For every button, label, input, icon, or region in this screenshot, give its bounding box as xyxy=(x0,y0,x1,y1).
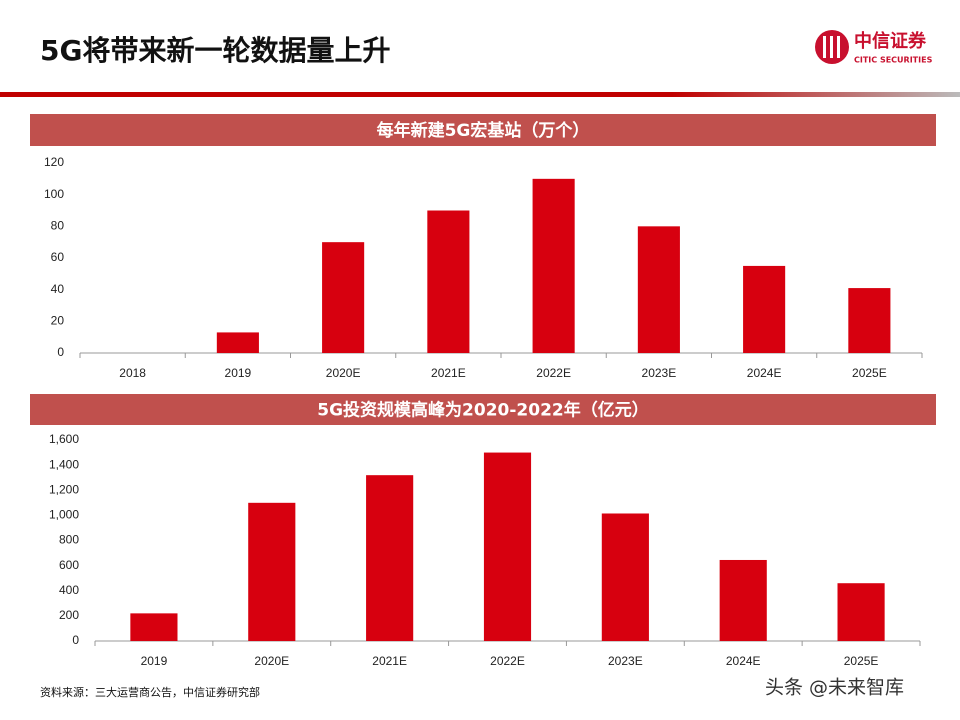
y-tick-label: 1,000 xyxy=(49,508,79,522)
bar xyxy=(130,613,178,641)
bar xyxy=(848,288,891,353)
y-tick-label: 1,200 xyxy=(49,482,79,496)
bar xyxy=(248,502,296,641)
y-tick-label: 40 xyxy=(51,282,65,296)
logo-icon-stripe xyxy=(830,36,833,58)
watermark: 头条 @未来智库 xyxy=(765,677,904,699)
bar xyxy=(601,513,649,641)
chart-banner xyxy=(30,114,936,146)
y-tick-label: 600 xyxy=(59,558,79,572)
y-tick-label: 1,600 xyxy=(49,432,79,446)
y-tick-label: 200 xyxy=(59,608,79,622)
x-tick-label: 2020E xyxy=(326,366,361,380)
bar xyxy=(719,559,767,641)
x-tick-label: 2024E xyxy=(726,654,761,668)
x-tick-label: 2022E xyxy=(490,654,525,668)
x-tick-label: 2021E xyxy=(372,654,407,668)
header-rule xyxy=(0,92,960,97)
y-tick-label: 120 xyxy=(44,155,64,169)
bar xyxy=(322,242,365,353)
y-tick-label: 80 xyxy=(51,219,65,233)
bar xyxy=(532,178,575,353)
y-tick-label: 1,400 xyxy=(49,457,79,471)
x-tick-label: 2023E xyxy=(608,654,643,668)
bar xyxy=(483,452,532,641)
x-tick-label: 2021E xyxy=(431,366,466,380)
x-tick-label: 2020E xyxy=(254,654,289,668)
x-tick-label: 2022E xyxy=(536,366,571,380)
logo-icon-stripe xyxy=(823,36,826,58)
y-tick-label: 60 xyxy=(51,250,65,264)
bar xyxy=(637,226,680,353)
logo: 中信证券 CITIC SECURITIES xyxy=(815,30,933,65)
x-tick-label: 2019 xyxy=(225,366,252,380)
logo-english: CITIC SECURITIES xyxy=(854,56,933,65)
x-tick-label: 2025E xyxy=(844,654,879,668)
x-tick-label: 2018 xyxy=(119,366,146,380)
x-tick-label: 2025E xyxy=(852,366,887,380)
bar xyxy=(743,265,786,353)
bar xyxy=(366,475,414,641)
x-tick-label: 2023E xyxy=(642,366,677,380)
bar xyxy=(427,210,470,353)
y-tick-label: 0 xyxy=(57,345,64,359)
y-tick-label: 100 xyxy=(44,187,64,201)
chart-banner xyxy=(30,394,936,425)
y-tick-label: 800 xyxy=(59,533,79,547)
y-tick-label: 0 xyxy=(72,633,79,647)
bar xyxy=(216,332,259,353)
source-note: 资料来源：三大运营商公告，中信证券研究部 xyxy=(40,685,260,699)
y-tick-label: 400 xyxy=(59,583,79,597)
slide-title: 5G将带来新一轮数据量上升 xyxy=(40,34,390,67)
bar xyxy=(837,583,885,641)
y-tick-label: 20 xyxy=(51,314,65,328)
chart-title: 每年新建5G宏基站（万个） xyxy=(377,120,590,141)
x-tick-label: 2024E xyxy=(747,366,782,380)
logo-name: 中信证券 xyxy=(854,30,927,52)
x-tick-label: 2019 xyxy=(141,654,168,668)
logo-icon-stripe xyxy=(837,36,840,58)
chart-title: 5G投资规模高峰为2020-2022年（亿元） xyxy=(317,400,648,421)
